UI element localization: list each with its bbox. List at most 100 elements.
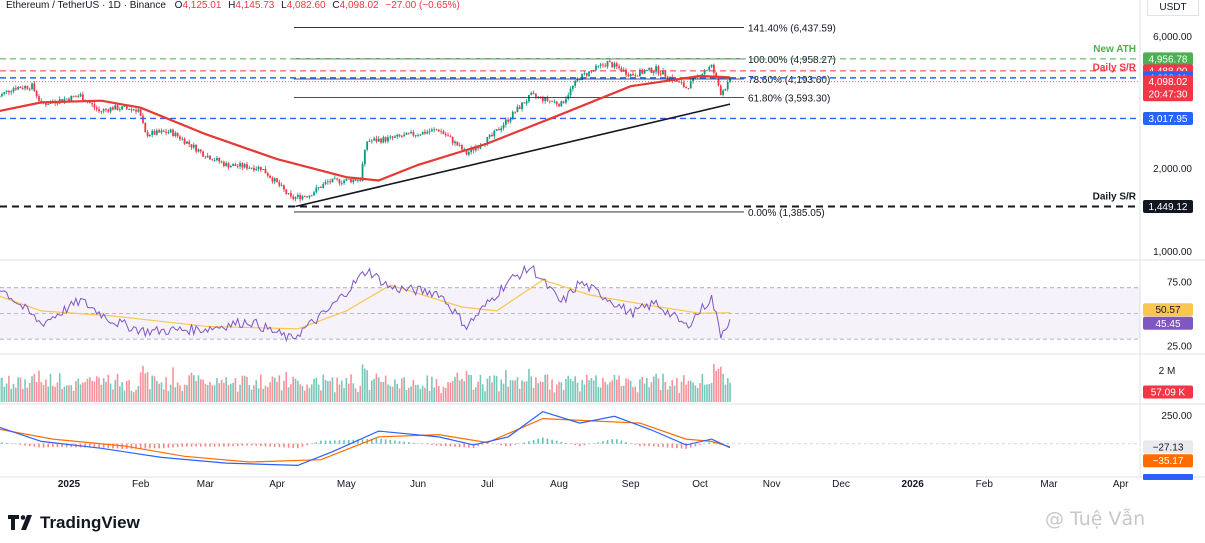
- x-tick-label: Mar: [1040, 479, 1058, 490]
- volume-bar: [227, 385, 230, 402]
- macd-histogram-bar: [657, 443, 660, 447]
- candle-body: [185, 141, 188, 144]
- last-price-tag-bg: [1143, 75, 1193, 102]
- candle-body: [343, 180, 345, 183]
- volume-bar: [236, 391, 239, 402]
- symbol-title[interactable]: Ethereum / TetherUS · 1D · Binance: [6, 0, 166, 11]
- volume-bar: [708, 384, 711, 402]
- candle-body: [174, 132, 177, 136]
- candle-body: [426, 131, 429, 134]
- candle-body: [24, 86, 26, 89]
- candle-body: [569, 88, 572, 96]
- candle-body: [227, 163, 230, 168]
- volume-bar: [414, 385, 417, 402]
- candle-body: [241, 163, 244, 168]
- candle-body: [456, 141, 459, 146]
- volume-bar: [340, 380, 343, 402]
- volume-bar: [569, 378, 572, 402]
- candle-body: [151, 130, 154, 135]
- volume-bar: [181, 391, 184, 402]
- volume-bar: [403, 377, 405, 402]
- candle-body: [470, 148, 473, 153]
- currency-button[interactable]: USDT: [1147, 0, 1199, 16]
- volume-bar: [216, 378, 218, 402]
- macd-histogram-bar: [625, 441, 627, 444]
- candle-body: [514, 111, 516, 113]
- macd-histogram-bar: [273, 443, 276, 447]
- volume-bar: [142, 365, 144, 402]
- candle-body: [336, 178, 339, 180]
- candle-body: [162, 130, 165, 132]
- volume-bar: [685, 384, 687, 402]
- candle-body: [287, 193, 290, 194]
- macd-histogram-bar: [380, 438, 382, 444]
- candle-body: [562, 101, 565, 103]
- volume-bar: [546, 374, 549, 402]
- x-tick-label: Apr: [1113, 479, 1129, 490]
- volume-bar: [336, 377, 338, 402]
- candle-body: [516, 106, 519, 113]
- volume-bar: [706, 384, 708, 402]
- candle-body: [493, 130, 496, 137]
- volume-bar: [213, 385, 216, 402]
- macd-histogram-bar: [602, 441, 604, 444]
- candle-body: [8, 90, 10, 93]
- volume-bar: [287, 387, 290, 402]
- volume-bar: [119, 386, 121, 402]
- macd-histogram-bar: [292, 443, 295, 448]
- candle-body: [88, 101, 91, 104]
- x-tick-label: Sep: [622, 479, 640, 490]
- macd-histogram-bar: [297, 443, 299, 449]
- macd-histogram-bar: [232, 443, 234, 447]
- volume-bar: [107, 374, 110, 402]
- ascending-trendline[interactable]: [295, 103, 731, 208]
- volume-bar: [42, 385, 45, 402]
- volume-bar: [322, 374, 325, 402]
- macd-histogram-bar: [592, 443, 595, 444]
- x-tick-label: May: [337, 479, 356, 490]
- macd-histogram-bar: [70, 443, 73, 448]
- chart-header: Ethereum / TetherUS · 1D · Binance O4,12…: [6, 0, 460, 11]
- macd-histogram-bar: [338, 440, 341, 444]
- y-tick-label: 6,000.00: [1153, 32, 1192, 43]
- macd-histogram-bar: [1, 442, 3, 444]
- volume-bar: [692, 382, 694, 402]
- volume-bar: [609, 382, 611, 402]
- candle-body: [338, 179, 341, 184]
- candle-body: [105, 109, 107, 111]
- macd-histogram-bar: [671, 443, 674, 448]
- volume-bar: [135, 389, 137, 402]
- macd-histogram-bar: [347, 439, 350, 444]
- volume-bar: [662, 373, 664, 402]
- candle-body: [581, 73, 584, 80]
- volume-bar: [421, 385, 424, 402]
- volume-bar: [262, 388, 264, 402]
- macd-histogram-bar: [407, 442, 410, 444]
- candle-body: [458, 144, 461, 146]
- x-tick-label: Jul: [481, 479, 494, 490]
- candle-body: [130, 109, 133, 111]
- macd-histogram-bar: [491, 443, 493, 445]
- macd-histogram-bar: [389, 439, 392, 444]
- candle-body: [28, 88, 31, 90]
- tradingview-logo[interactable]: TradingView: [8, 512, 140, 534]
- watermark-text: @ Tuệ Vẫn: [1045, 508, 1146, 530]
- volume-bar: [239, 384, 241, 402]
- volume-bar: [676, 378, 678, 402]
- candle-body: [477, 147, 480, 149]
- volume-bar: [292, 376, 295, 402]
- macd-histogram-bar: [264, 443, 267, 447]
- macd-histogram-bar: [403, 441, 405, 444]
- volume-bar: [33, 373, 36, 402]
- macd-histogram-bar: [426, 443, 429, 445]
- volume-bar: [627, 379, 630, 402]
- volume-bar: [458, 380, 461, 402]
- volume-bar: [26, 387, 29, 402]
- candle-body: [165, 131, 167, 133]
- volume-bar: [562, 390, 565, 402]
- close-label: C: [332, 0, 340, 11]
- candle-body: [93, 104, 96, 108]
- open-label: O: [174, 0, 183, 11]
- volume-bar: [35, 381, 38, 402]
